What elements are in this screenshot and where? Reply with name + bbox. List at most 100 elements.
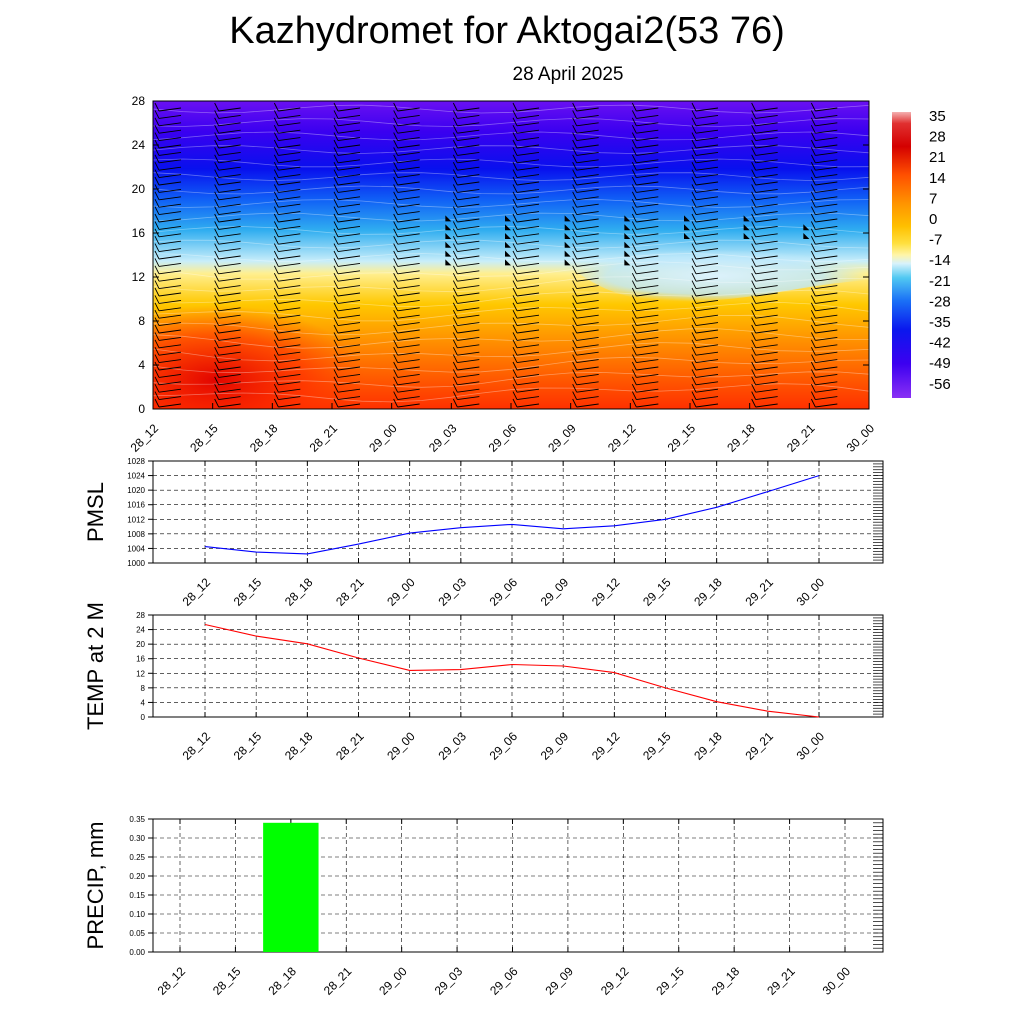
xtick-label: 28_21 bbox=[321, 964, 355, 998]
wind-barb bbox=[214, 228, 241, 238]
wind-barb bbox=[273, 139, 301, 149]
wind-barb-staff bbox=[333, 139, 339, 149]
wind-barb-staff bbox=[810, 110, 816, 119]
wind-barb bbox=[572, 206, 599, 216]
wind-barb bbox=[810, 117, 838, 127]
wind-barb-staff bbox=[393, 391, 399, 400]
wind-barb-feather bbox=[516, 211, 540, 216]
wind-barb-feather bbox=[397, 233, 420, 238]
wind-barb-feather bbox=[636, 181, 659, 186]
wind-barb bbox=[512, 198, 540, 208]
wind-barb bbox=[333, 235, 361, 245]
wind-barb-staff bbox=[572, 391, 578, 400]
wind-barb-staff bbox=[452, 206, 458, 215]
wind-barb bbox=[810, 206, 838, 216]
wind-barb-feather bbox=[695, 137, 719, 142]
wind-barb bbox=[691, 206, 719, 216]
wind-barb-staff bbox=[154, 154, 160, 164]
wind-barb-feather bbox=[337, 218, 361, 223]
wind-barb bbox=[631, 302, 659, 312]
wind-barb-pennant bbox=[445, 241, 452, 248]
wind-barb bbox=[273, 265, 301, 275]
wind-barb-feather bbox=[576, 218, 599, 223]
wind-barb bbox=[512, 354, 540, 364]
wind-barb-feather bbox=[576, 248, 599, 253]
wind-barb-staff bbox=[512, 272, 518, 282]
wind-barb bbox=[631, 339, 659, 349]
wind-barb-staff bbox=[512, 295, 518, 304]
wind-barb-staff bbox=[871, 347, 875, 355]
wind-barb-staff bbox=[691, 346, 697, 356]
wind-barb-staff bbox=[154, 295, 160, 304]
ytick-label: 1004 bbox=[127, 544, 145, 553]
wind-barb-pennant bbox=[445, 233, 452, 239]
wind-barb bbox=[154, 265, 182, 275]
wind-barb-staff bbox=[273, 302, 279, 312]
wind-barb bbox=[512, 295, 540, 304]
wind-barb bbox=[691, 124, 719, 134]
wind-barb bbox=[751, 154, 778, 164]
wind-barb-pennant bbox=[445, 259, 452, 266]
wind-barb-feather bbox=[278, 403, 301, 408]
wind-barb-feather bbox=[278, 388, 301, 393]
wind-barb-feather bbox=[218, 114, 241, 119]
ytick-label: 0 bbox=[141, 713, 146, 722]
wind-barb-staff bbox=[631, 361, 637, 371]
wind-barb bbox=[154, 302, 182, 312]
xtick-label: 28_15 bbox=[231, 575, 265, 609]
wind-barb-feather bbox=[397, 329, 420, 334]
wind-barb-feather bbox=[278, 240, 301, 245]
wind-barb bbox=[333, 265, 361, 275]
wind-barb-staff bbox=[810, 102, 816, 112]
wind-barb-staff bbox=[751, 191, 757, 201]
y-axis-label: PRECIP, mm bbox=[83, 822, 108, 950]
wind-barb-feather bbox=[815, 218, 838, 223]
wind-barb bbox=[273, 354, 301, 364]
wind-barb-pennant bbox=[445, 250, 452, 257]
wind-barb-staff bbox=[214, 102, 220, 112]
colorbar-label: 35 bbox=[929, 108, 946, 125]
wind-barb bbox=[631, 280, 659, 290]
wind-barb-staff bbox=[333, 265, 339, 275]
wind-barb bbox=[691, 391, 719, 401]
wind-barb-staff bbox=[214, 302, 220, 312]
wind-barb bbox=[214, 258, 241, 267]
wind-barb-feather bbox=[457, 255, 480, 260]
wind-barb-staff bbox=[452, 376, 458, 386]
wind-barb bbox=[572, 346, 599, 356]
wind-barb-feather bbox=[516, 144, 540, 149]
wind-barb-staff bbox=[572, 272, 578, 282]
wind-barb bbox=[691, 361, 719, 371]
wind-barb-staff bbox=[214, 391, 220, 400]
wind-barb bbox=[631, 169, 659, 179]
wind-barb-feather bbox=[218, 174, 241, 179]
wind-barb-staff bbox=[751, 154, 757, 164]
wind-barb bbox=[214, 383, 241, 393]
wind-barb-staff bbox=[333, 235, 339, 245]
wind-barb bbox=[572, 324, 599, 334]
wind-barb-staff bbox=[393, 287, 399, 297]
wind-barb bbox=[810, 147, 838, 156]
wind-barb bbox=[214, 154, 241, 164]
wind-barb-staff bbox=[393, 124, 399, 134]
wind-barb-staff bbox=[154, 398, 160, 408]
wind-barb-feather bbox=[695, 144, 719, 149]
wind-barb bbox=[273, 369, 301, 378]
wind-barb-staff bbox=[572, 309, 578, 319]
wind-barb-feather bbox=[576, 240, 599, 245]
wind-barb-feather bbox=[337, 351, 361, 356]
wind-barb bbox=[751, 221, 778, 230]
wind-barb-staff bbox=[393, 265, 399, 275]
wind-barb-staff bbox=[512, 398, 518, 408]
wind-barb-staff bbox=[691, 265, 697, 275]
wind-barb bbox=[393, 265, 420, 275]
wind-barb-staff bbox=[452, 317, 458, 326]
wind-barb-feather bbox=[755, 159, 778, 164]
wind-barb bbox=[452, 243, 480, 253]
wind-barb-staff bbox=[631, 117, 637, 127]
wind-barb-staff bbox=[572, 161, 578, 171]
wind-barb bbox=[631, 102, 659, 112]
wind-barb-staff bbox=[871, 207, 875, 215]
wind-barb-feather bbox=[695, 248, 719, 253]
wind-barb-feather bbox=[218, 277, 241, 282]
